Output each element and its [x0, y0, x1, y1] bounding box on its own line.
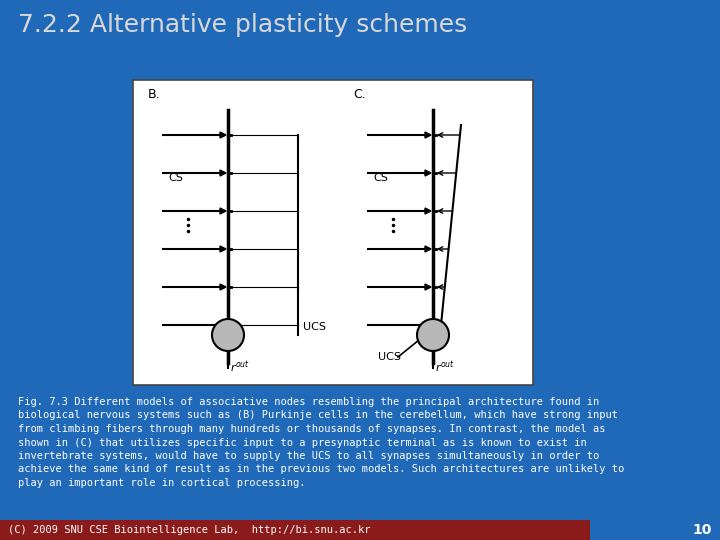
Text: from climbing fibers through many hundreds or thousands of synapses. In contrast: from climbing fibers through many hundre… [18, 424, 606, 434]
Text: $r^{out}$: $r^{out}$ [230, 360, 250, 375]
Bar [0, 520, 590, 540]
Polygon shape [220, 132, 226, 138]
Text: play an important role in cortical processing.: play an important role in cortical proce… [18, 478, 305, 488]
Text: 7.2.2 Alternative plasticity schemes: 7.2.2 Alternative plasticity schemes [18, 13, 467, 37]
Text: biological nervous systems such as (B) Purkinje cells in the cerebellum, which h: biological nervous systems such as (B) P… [18, 410, 618, 421]
Polygon shape [220, 284, 226, 290]
Text: invertebrate systems, would have to supply the UCS to all synapses simultaneousl: invertebrate systems, would have to supp… [18, 451, 599, 461]
Text: UCS: UCS [378, 352, 401, 362]
Text: CS: CS [374, 173, 388, 183]
Polygon shape [425, 284, 431, 290]
Text: Fig. 7.3 Different models of associative nodes resembling the principal architec: Fig. 7.3 Different models of associative… [18, 397, 599, 407]
Bar [133, 80, 533, 385]
Polygon shape [425, 246, 431, 252]
Circle shape [212, 319, 244, 351]
Text: CS: CS [168, 173, 184, 183]
Polygon shape [425, 208, 431, 214]
Polygon shape [220, 170, 226, 176]
Text: (C) 2009 SNU CSE Biointelligence Lab,  http://bi.snu.ac.kr: (C) 2009 SNU CSE Biointelligence Lab, ht… [8, 525, 371, 535]
Polygon shape [425, 132, 431, 138]
Polygon shape [425, 322, 431, 328]
Polygon shape [220, 246, 226, 252]
Circle shape [417, 319, 449, 351]
Text: C.: C. [353, 88, 366, 101]
Text: achieve the same kind of result as in the previous two models. Such architecture: achieve the same kind of result as in th… [18, 464, 624, 475]
Text: UCS: UCS [303, 322, 326, 332]
Text: 10: 10 [693, 523, 712, 537]
Polygon shape [220, 208, 226, 214]
Polygon shape [425, 170, 431, 176]
Text: B.: B. [148, 88, 161, 101]
Text: shown in (C) that utilizes specific input to a presynaptic terminal as is known : shown in (C) that utilizes specific inpu… [18, 437, 587, 448]
Polygon shape [220, 322, 226, 328]
Text: $r^{out}$: $r^{out}$ [435, 360, 455, 375]
